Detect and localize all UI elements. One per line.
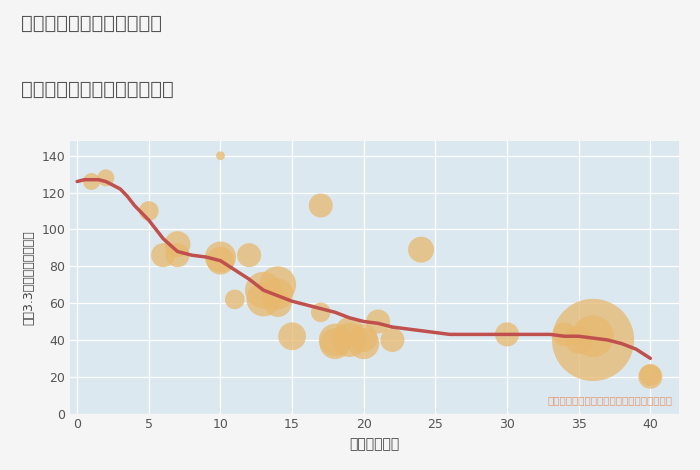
Text: 奈良県高市郡高取町与楽の: 奈良県高市郡高取町与楽の — [21, 14, 162, 33]
Point — [244, 251, 255, 259]
Point — [272, 299, 284, 307]
Point — [272, 290, 284, 298]
Point — [645, 373, 656, 381]
Point — [172, 251, 183, 259]
Point — [100, 174, 111, 181]
Point — [587, 336, 598, 344]
Point — [172, 240, 183, 248]
Point — [315, 202, 326, 209]
Point — [358, 340, 370, 347]
Text: 円の大きさは、取引のあった物件面積を示す: 円の大きさは、取引のあった物件面積を示す — [548, 395, 673, 406]
Point — [215, 253, 226, 261]
Point — [315, 308, 326, 316]
Point — [258, 286, 269, 294]
Point — [501, 330, 512, 338]
Point — [372, 318, 384, 325]
Point — [344, 327, 355, 335]
Point — [144, 207, 155, 215]
Point — [387, 336, 398, 344]
Point — [416, 246, 427, 253]
Point — [559, 330, 570, 338]
Point — [272, 281, 284, 289]
Point — [573, 336, 584, 344]
X-axis label: 築年数（年）: 築年数（年） — [349, 437, 400, 451]
Point — [344, 336, 355, 344]
Point — [330, 340, 341, 347]
Y-axis label: 坪（3.3㎡）単価（万円）: 坪（3.3㎡）単価（万円） — [22, 230, 36, 325]
Point — [258, 296, 269, 303]
Point — [587, 332, 598, 340]
Point — [286, 332, 297, 340]
Point — [158, 251, 169, 259]
Point — [215, 257, 226, 265]
Point — [645, 371, 656, 379]
Point — [86, 178, 97, 185]
Point — [229, 296, 240, 303]
Text: 築年数別中古マンション価格: 築年数別中古マンション価格 — [21, 80, 174, 99]
Point — [358, 334, 370, 342]
Point — [330, 336, 341, 344]
Point — [215, 152, 226, 159]
